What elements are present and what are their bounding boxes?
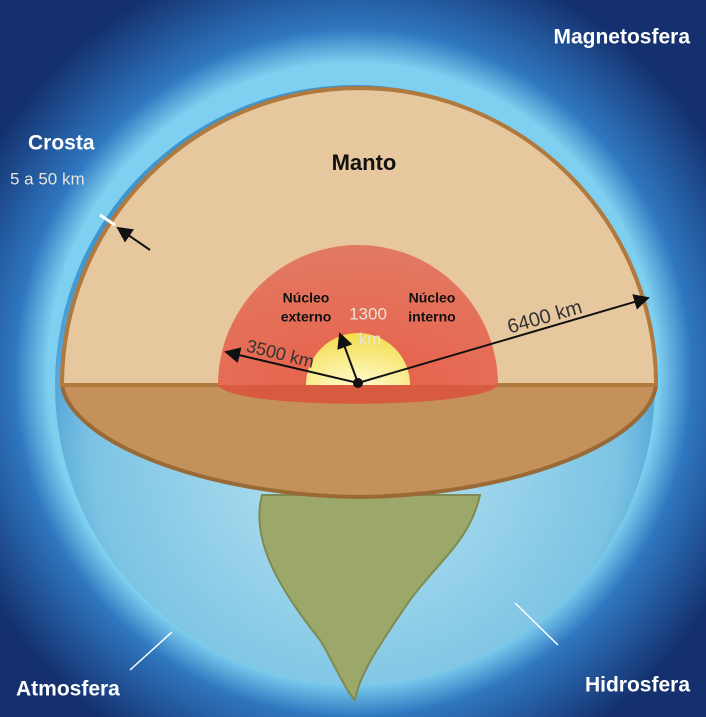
label: Hidrosfera — [585, 674, 690, 697]
label: Magnetosfera — [553, 26, 690, 49]
label: Manto — [332, 150, 397, 175]
center — [353, 378, 363, 388]
label: Crosta — [28, 132, 95, 155]
label: externo — [281, 309, 332, 325]
label: 5 a 50 km — [10, 169, 85, 188]
label: Núcleo — [283, 290, 330, 306]
label: km — [359, 329, 382, 348]
label: Núcleo — [409, 290, 456, 306]
earth-diagram: Magnetosfera Crosta 5 a 50 km Manto Núcl… — [0, 0, 706, 717]
label: Atmosfera — [16, 678, 120, 701]
label: interno — [408, 309, 455, 325]
label: 1300 — [349, 304, 387, 323]
